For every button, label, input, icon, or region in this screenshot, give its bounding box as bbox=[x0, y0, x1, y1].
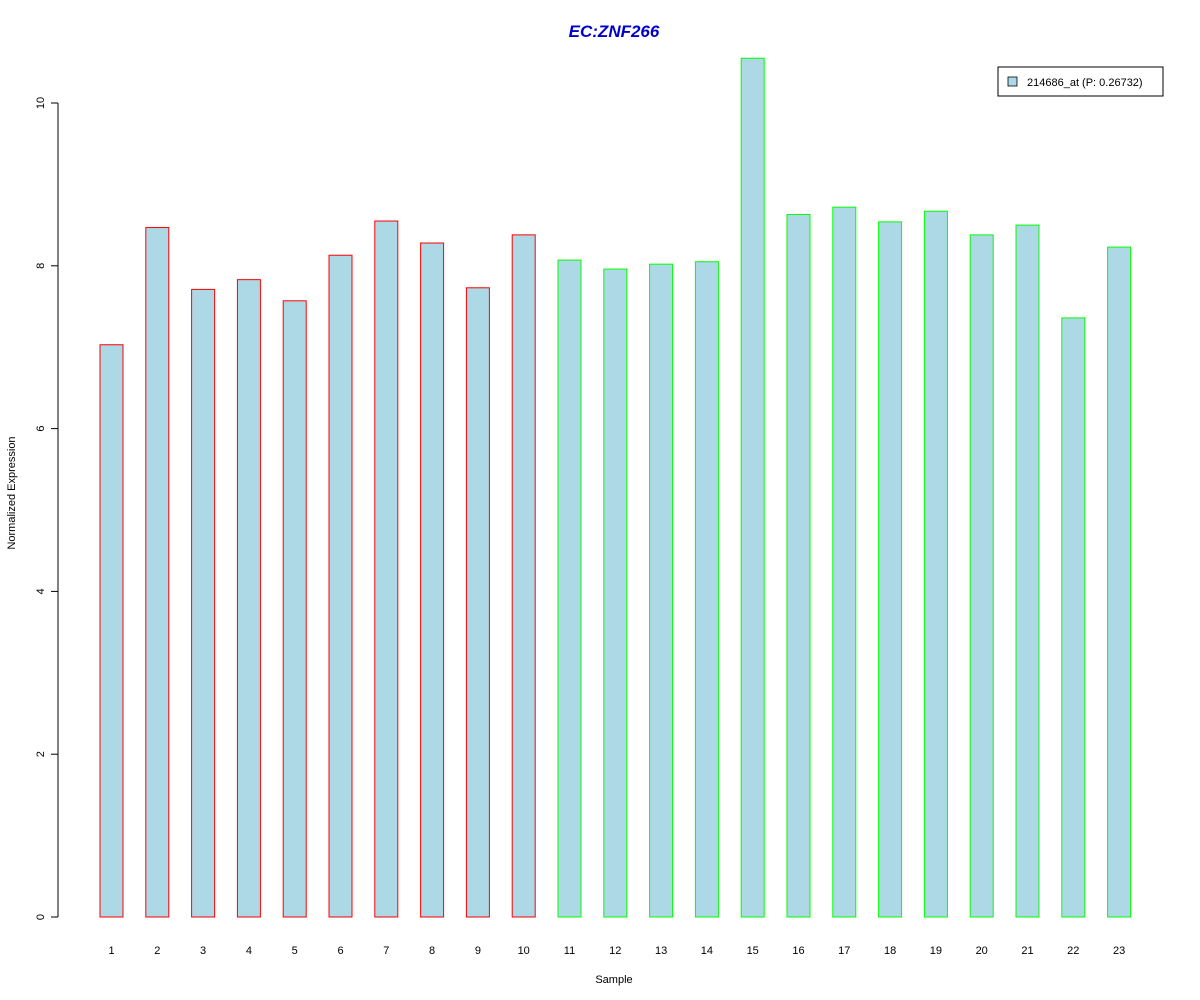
y-tick-label: 0 bbox=[35, 914, 47, 920]
x-tick-label: 11 bbox=[564, 945, 575, 957]
x-axis-label: Sample bbox=[595, 974, 632, 986]
x-tick-label: 20 bbox=[976, 945, 988, 957]
bar-sample-15 bbox=[740, 57, 765, 918]
x-tick-label: 3 bbox=[200, 945, 206, 957]
bar-sample-12 bbox=[603, 268, 628, 918]
y-tick-label: 4 bbox=[35, 588, 47, 594]
x-tick-label: 6 bbox=[337, 945, 343, 957]
bar-sample-2 bbox=[145, 227, 170, 918]
y-axis: 0 2 4 6 8 10 bbox=[35, 97, 59, 920]
y-tick-label: 8 bbox=[35, 263, 47, 269]
bar-sample-22 bbox=[1061, 317, 1086, 918]
x-tick-label: 14 bbox=[701, 945, 713, 957]
bar-sample-21 bbox=[1015, 224, 1040, 918]
x-tick-label: 4 bbox=[246, 945, 252, 957]
x-tick-label: 23 bbox=[1113, 945, 1125, 957]
bar-sample-14 bbox=[694, 261, 719, 918]
bar-sample-6 bbox=[328, 254, 353, 918]
legend-swatch bbox=[1007, 76, 1018, 87]
bar-sample-1 bbox=[99, 344, 124, 918]
x-tick-label: 2 bbox=[154, 945, 160, 957]
x-tick-label: 12 bbox=[609, 945, 621, 957]
bar-sample-17 bbox=[832, 206, 857, 918]
legend: 214686_at (P: 0.26732) bbox=[997, 66, 1164, 97]
x-tick-label: 5 bbox=[292, 945, 298, 957]
x-tick-label: 15 bbox=[747, 945, 759, 957]
bar-sample-16 bbox=[786, 214, 811, 918]
bar-sample-18 bbox=[878, 221, 903, 918]
x-tick-label: 22 bbox=[1067, 945, 1079, 957]
bar-sample-8 bbox=[420, 242, 445, 918]
bar-sample-3 bbox=[191, 288, 216, 918]
x-axis-tick-labels: 1 2 3 4 5 6 7 8 9 10 11 12 13 14 15 16 17 18 19 20 21 22 23 bbox=[108, 945, 1125, 957]
y-tick-label: 2 bbox=[35, 751, 47, 757]
x-tick-label: 18 bbox=[884, 945, 896, 957]
chart-title: EC:ZNF266 bbox=[569, 22, 660, 41]
x-tick-label: 13 bbox=[655, 945, 667, 957]
x-tick-label: 8 bbox=[429, 945, 435, 957]
x-tick-label: 16 bbox=[792, 945, 804, 957]
x-tick-label: 17 bbox=[838, 945, 850, 957]
bar-sample-20 bbox=[969, 234, 994, 918]
x-tick-label: 1 bbox=[108, 945, 114, 957]
bar-sample-19 bbox=[923, 210, 948, 918]
bars bbox=[99, 57, 1132, 918]
bar-sample-9 bbox=[465, 287, 490, 918]
bar-sample-7 bbox=[374, 220, 399, 918]
x-tick-label: 9 bbox=[475, 945, 481, 957]
x-tick-label: 10 bbox=[518, 945, 530, 957]
legend-box bbox=[997, 66, 1164, 97]
legend-label: 214686_at (P: 0.26732) bbox=[1027, 77, 1143, 89]
bar-sample-4 bbox=[236, 279, 261, 918]
bar-sample-13 bbox=[649, 263, 674, 918]
bar-sample-11 bbox=[557, 259, 582, 918]
y-tick-label: 10 bbox=[35, 97, 47, 109]
bar-sample-5 bbox=[282, 300, 307, 918]
y-axis-label: Normalized Expression bbox=[6, 436, 18, 549]
x-tick-label: 21 bbox=[1021, 945, 1033, 957]
bar-sample-10 bbox=[511, 234, 536, 918]
bar-sample-23 bbox=[1107, 246, 1132, 918]
y-tick-label: 6 bbox=[35, 426, 47, 432]
x-tick-label: 19 bbox=[930, 945, 942, 957]
x-tick-label: 7 bbox=[383, 945, 389, 957]
